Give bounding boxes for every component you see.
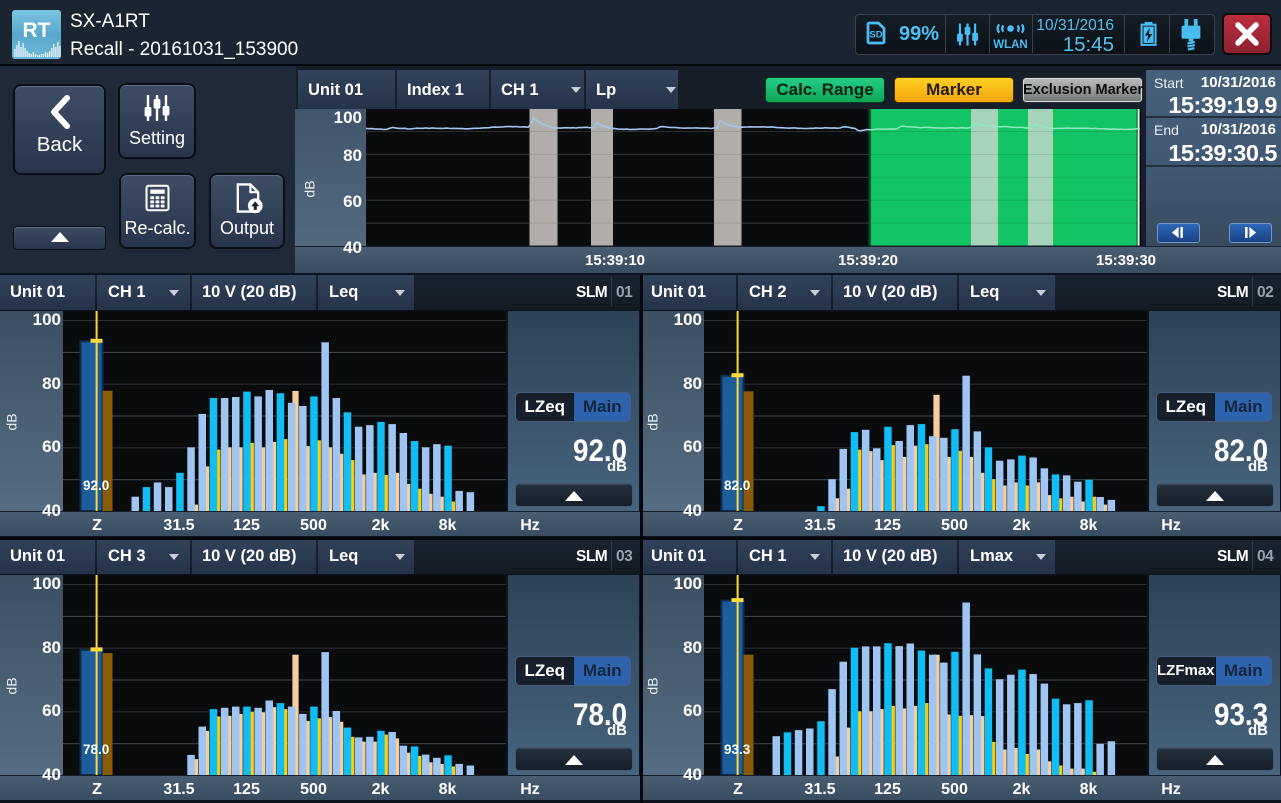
svg-text:92.0: 92.0 [83, 478, 109, 493]
svg-text:93.3: 93.3 [724, 742, 751, 757]
svg-text:RT: RT [23, 19, 51, 42]
svg-text:78.0: 78.0 [83, 742, 109, 757]
svg-text:82.0: 82.0 [724, 478, 750, 493]
svg-text:SD: SD [869, 30, 882, 41]
